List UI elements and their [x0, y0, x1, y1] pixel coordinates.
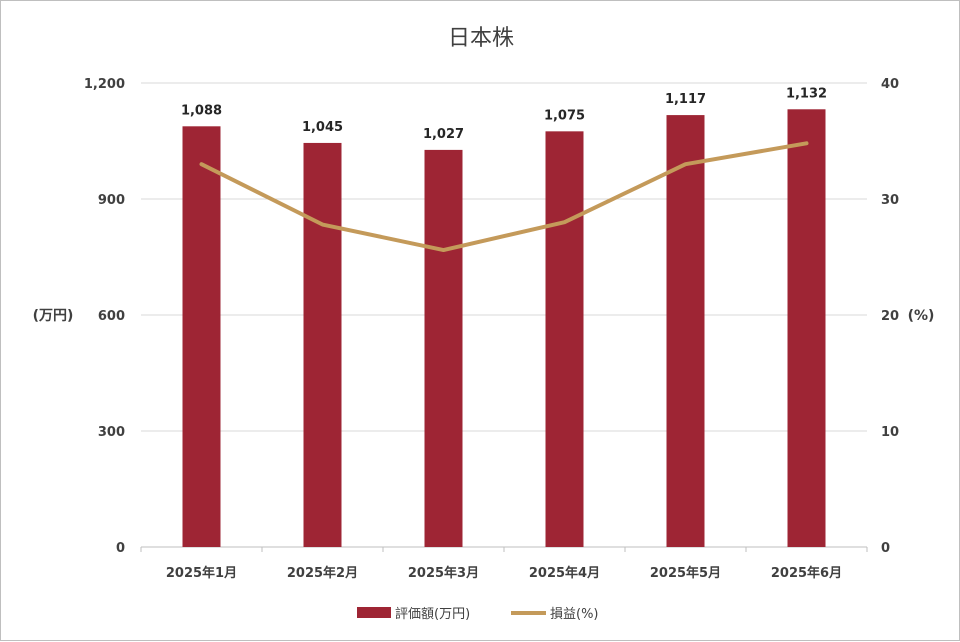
bar [666, 115, 705, 548]
y2-tick-label: 10 [881, 425, 899, 440]
x-tick-label: 2025年1月 [166, 565, 237, 581]
chart-title: 日本株 [448, 26, 514, 51]
legend-bar-swatch [357, 607, 391, 618]
y2-tick-label: 40 [881, 77, 899, 92]
bar-series: 1,088 1,045 1,027 1,075 1,117 1,132 [181, 86, 827, 548]
x-tick-label: 2025年4月 [529, 565, 600, 581]
x-tick-label: 2025年5月 [650, 565, 721, 581]
bar-data-label: 1,027 [423, 127, 464, 142]
line-series [199, 141, 809, 253]
y2-axis-label: (%) [908, 308, 935, 324]
bar [545, 131, 584, 548]
bar [303, 142, 342, 547]
y2-tick-label: 0 [881, 541, 890, 556]
x-tick-label: 2025年3月 [408, 565, 479, 581]
y-tick-label: 900 [98, 193, 125, 208]
bar-data-label: 1,088 [181, 103, 222, 118]
y-axis-label: (万円) [33, 308, 74, 324]
gridlines [140, 82, 868, 552]
bar [182, 126, 221, 547]
legend-label: 損益(%) [550, 607, 599, 622]
y2-tick-label: 20 [881, 309, 899, 324]
bar-data-label: 1,132 [786, 86, 827, 101]
legend-label: 評価額(万円) [395, 607, 470, 622]
line-path [199, 141, 809, 253]
x-tick-label: 2025年6月 [771, 565, 842, 581]
y-tick-label: 1,200 [84, 77, 125, 92]
bar [787, 109, 826, 547]
axis-ticks: 0 0 300 10 600 20 900 30 1,200 40 2025年1月 2025年2月 20… [84, 77, 899, 581]
y-tick-label: 0 [116, 541, 125, 556]
y2-tick-label: 30 [881, 193, 899, 208]
y-tick-label: 300 [98, 425, 125, 440]
legend: 評価額(万円) 損益(%) [357, 607, 599, 622]
bar-data-label: 1,045 [302, 120, 343, 135]
y-tick-label: 600 [98, 309, 125, 324]
bar [424, 149, 463, 548]
x-tick-label: 2025年2月 [287, 565, 358, 581]
bar-data-label: 1,075 [544, 108, 585, 123]
bar-data-label: 1,117 [665, 92, 706, 107]
